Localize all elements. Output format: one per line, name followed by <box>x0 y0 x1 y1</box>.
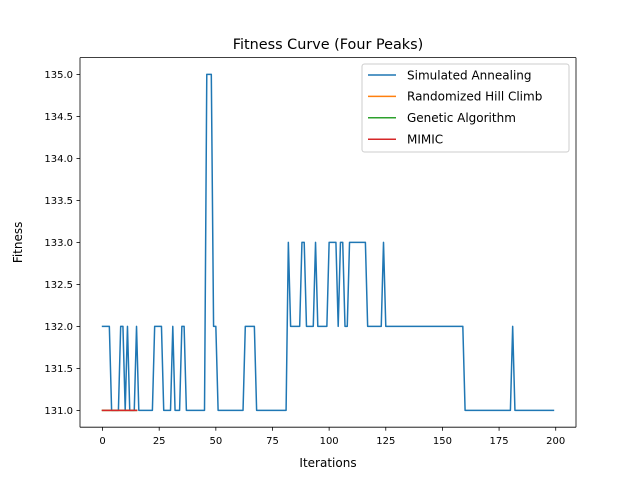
legend: Simulated Annealing Randomized Hill Climb… <box>361 63 570 153</box>
x-tick-label: 150 <box>433 436 452 447</box>
y-tick-label: 133.5 <box>44 196 73 207</box>
x-tick-label: 0 <box>99 436 105 447</box>
legend-label-3: MIMIC <box>407 133 443 147</box>
y-axis-label: Fitness <box>11 222 25 264</box>
y-tick-label: 131.0 <box>44 406 73 417</box>
y-tick-label: 132.0 <box>44 322 73 333</box>
y-tick-label: 131.5 <box>44 364 73 375</box>
x-tick-label: 175 <box>490 436 509 447</box>
x-axis-label: Iterations <box>299 456 356 470</box>
y-tick-label: 134.5 <box>44 112 73 123</box>
legend-label-0: Simulated Annealing <box>407 68 532 82</box>
plot-frame <box>79 57 577 428</box>
x-tick-label: 100 <box>320 436 339 447</box>
legend-entries: Simulated Annealing Randomized Hill Climb… <box>368 68 542 147</box>
y-tick-label: 134.0 <box>44 154 73 165</box>
y-tick-label: 135.0 <box>44 70 73 81</box>
x-tick-label: 200 <box>546 436 565 447</box>
y-tick-label: 132.5 <box>44 280 73 291</box>
y-axis-ticks: 131.0 131.5 132.0 132.5 133.0 133.5 134.0 134.5… <box>44 70 80 417</box>
plot-area <box>101 73 555 412</box>
chart-title: Fitness Curve (Four Peaks) <box>233 37 424 53</box>
y-tick-label: 133.0 <box>44 238 73 249</box>
x-tick-label: 50 <box>209 436 222 447</box>
x-tick-label: 75 <box>266 436 279 447</box>
legend-label-1: Randomized Hill Climb <box>407 90 542 104</box>
legend-box <box>361 63 570 153</box>
series-line-0 <box>101 73 555 412</box>
x-axis-ticks: 0 25 50 75 100 125 150 175 200 <box>99 427 565 447</box>
legend-label-2: Genetic Algorithm <box>407 111 516 125</box>
x-tick-label: 125 <box>376 436 395 447</box>
x-tick-label: 25 <box>153 436 166 447</box>
